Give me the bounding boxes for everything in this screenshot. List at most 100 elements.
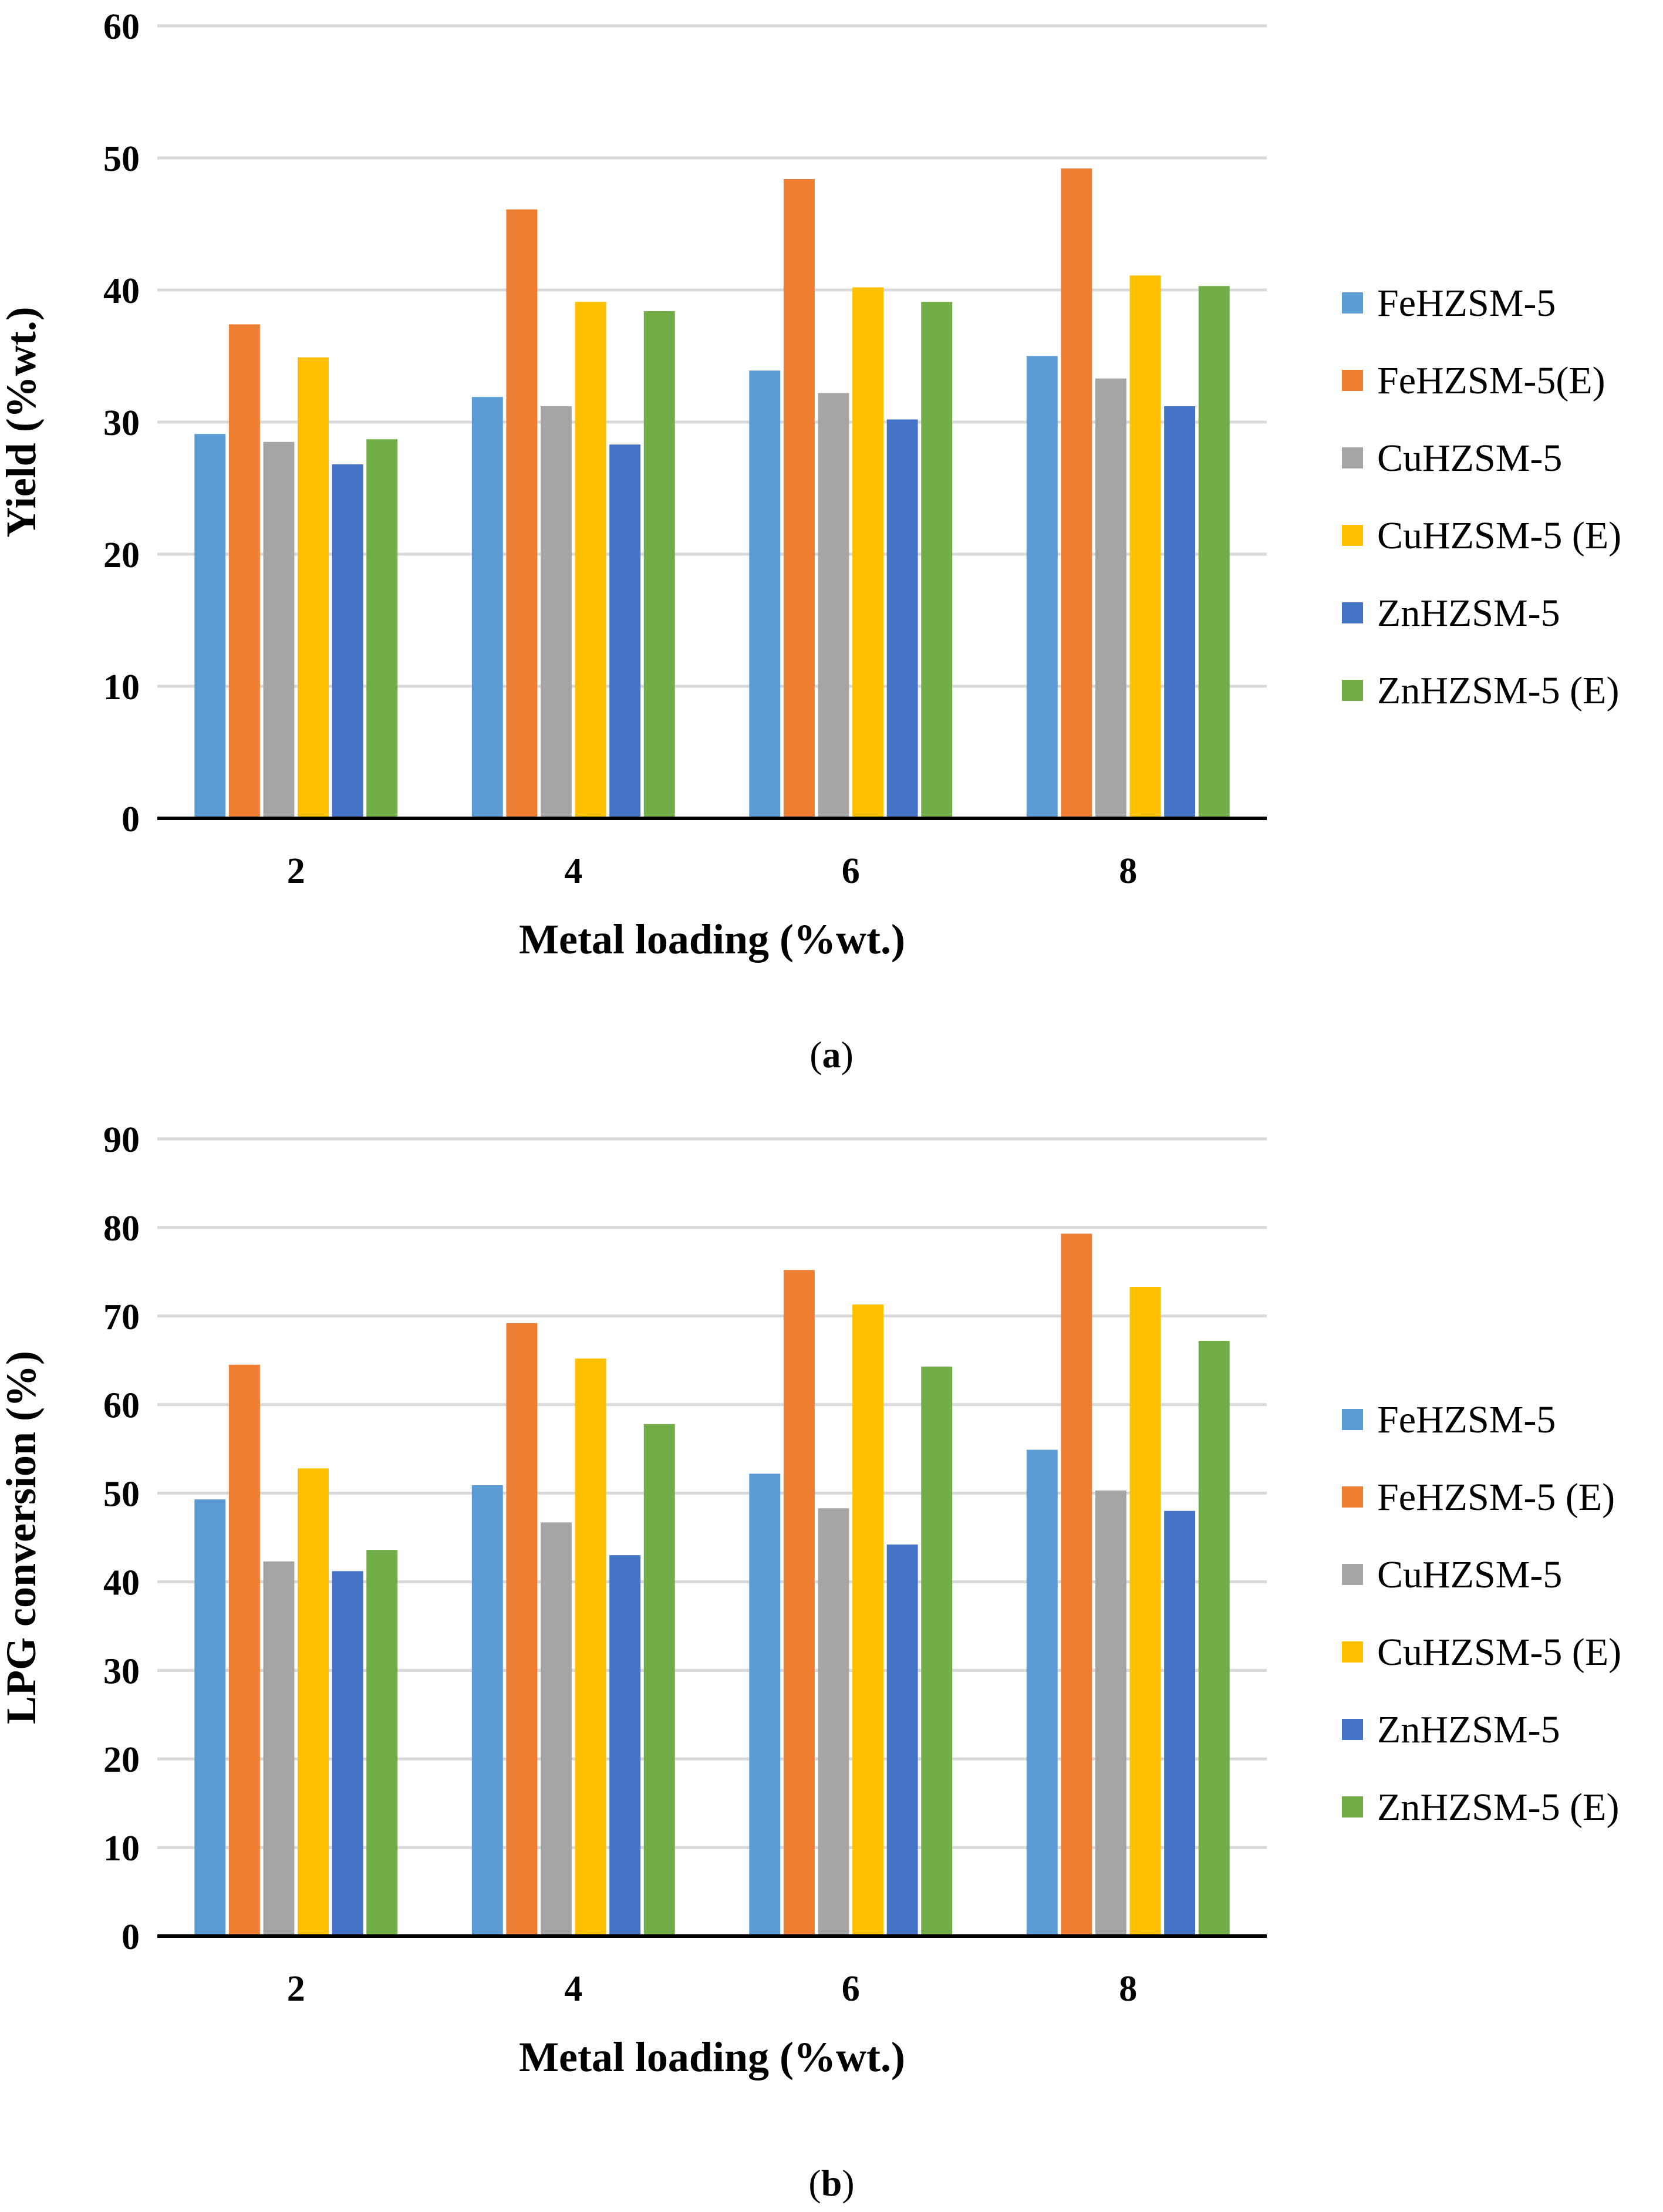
y-tick-label: 20 [103, 535, 140, 575]
y-tick-label: 40 [103, 271, 140, 311]
bar [609, 1555, 641, 1936]
bar [1061, 1233, 1092, 1936]
legend-swatch [1342, 447, 1363, 468]
bar [575, 1358, 606, 1936]
legend-swatch [1342, 370, 1363, 391]
legend-swatch [1342, 1796, 1363, 1818]
chart-panel-b: 0 10 20 30 40 50 60 70 80 90 2 4 6 8 Metal loading (%w… [0, 1106, 1663, 2212]
bar [471, 397, 503, 818]
x-tick-label: 8 [1119, 851, 1137, 891]
y-tick-label: 30 [103, 403, 140, 443]
legend-label: ZnHZSM-5 (E) [1377, 1786, 1619, 1829]
panel-label-a: a [822, 1034, 841, 1075]
y-tick-label: 50 [103, 1475, 140, 1515]
bar [575, 302, 606, 818]
bar [1095, 1491, 1126, 1936]
x-tick-label: 4 [564, 851, 582, 891]
x-axis-title: Metal loading (%wt.) [519, 916, 905, 963]
bar [298, 357, 329, 818]
bar [886, 419, 918, 818]
bar [1095, 378, 1126, 818]
legend-label: CuHZSM-5 (E) [1377, 1631, 1621, 1674]
bar [643, 311, 675, 818]
bar [643, 1424, 675, 1936]
legend-swatch [1342, 680, 1363, 701]
legend-label: FeHZSM-5 [1377, 1398, 1556, 1441]
y-tick-label: 30 [103, 1651, 140, 1691]
bar [366, 439, 398, 818]
bar [263, 441, 295, 818]
y-tick-label: 10 [103, 1829, 140, 1869]
bar [818, 1508, 849, 1936]
bar [921, 302, 953, 818]
legend-label: ZnHZSM-5 [1377, 1708, 1560, 1751]
bar [298, 1468, 329, 1936]
legend-swatch [1342, 292, 1363, 313]
legend-label: ZnHZSM-5 [1377, 592, 1560, 635]
y-tick-label: 0 [122, 800, 140, 839]
bar [1061, 168, 1092, 818]
bar [886, 1545, 918, 1936]
y-tick-label: 90 [103, 1120, 140, 1160]
lpg-conversion-bar-chart: 0 10 20 30 40 50 60 70 80 90 2 4 6 8 Metal loading (%w… [0, 1120, 1621, 2081]
y-tick-label: 80 [103, 1209, 140, 1249]
legend-label: CuHZSM-5 [1377, 437, 1562, 480]
legend-swatch [1342, 602, 1363, 623]
legend-swatch [1342, 1719, 1363, 1740]
bar [540, 406, 572, 818]
legend-label: ZnHZSM-5 (E) [1377, 669, 1619, 712]
legend-swatch [1342, 1409, 1363, 1430]
y-axis-title: Yield (%wt.) [0, 306, 45, 537]
bar [783, 1270, 815, 1936]
legend-label: FeHZSM-5 [1377, 282, 1556, 325]
legend-swatch [1342, 1564, 1363, 1585]
bar [228, 1364, 260, 1936]
legend-label: CuHZSM-5 (E) [1377, 514, 1621, 557]
legend-swatch [1342, 1641, 1363, 1663]
x-tick-label: 8 [1119, 1969, 1137, 2009]
legend-label: CuHZSM-5 [1377, 1553, 1562, 1596]
x-tick-label: 4 [564, 1969, 582, 2009]
y-tick-label: 20 [103, 1740, 140, 1780]
bar [540, 1522, 572, 1936]
legend-label: FeHZSM-5(E) [1377, 359, 1605, 402]
bar [749, 370, 781, 818]
bar [1026, 356, 1058, 818]
bar [818, 393, 849, 818]
bar [1198, 1341, 1230, 1936]
bar [506, 209, 538, 818]
x-tick-label: 6 [842, 1969, 860, 2009]
bar [332, 464, 363, 818]
y-tick-label: 10 [103, 667, 140, 707]
panel-caption-b: (b) [808, 2162, 855, 2204]
y-tick-label: 60 [103, 7, 140, 47]
legend-swatch [1342, 1486, 1363, 1508]
bar [1164, 1510, 1196, 1936]
y-tick-label: 70 [103, 1297, 140, 1337]
x-axis-title: Metal loading (%wt.) [519, 2034, 905, 2081]
bar [194, 1499, 226, 1936]
y-tick-label: 0 [122, 1917, 140, 1957]
bar [609, 444, 641, 818]
y-axis-title: LPG conversion (%) [0, 1351, 45, 1724]
legend-label: FeHZSM-5 (E) [1377, 1476, 1615, 1519]
bar [1129, 275, 1161, 818]
bar [228, 324, 260, 818]
legend-swatch [1342, 525, 1363, 546]
bar [366, 1550, 398, 1936]
bar [749, 1473, 781, 1936]
y-tick-label: 40 [103, 1563, 140, 1603]
bar [506, 1323, 538, 1936]
bar [1026, 1449, 1058, 1936]
chart-panel-a: 0 10 20 30 40 50 60 2 4 6 8 Metal loading (%wt.) Yie… [0, 7, 1621, 1075]
y-tick-label: 60 [103, 1386, 140, 1426]
x-tick-label: 6 [842, 851, 860, 891]
bar [1129, 1286, 1161, 1936]
bar [852, 1304, 884, 1936]
panel-caption-a: (a) [809, 1034, 854, 1075]
yield-bar-chart: 0 10 20 30 40 50 60 2 4 6 8 Metal loading (%wt.) Yie… [0, 7, 1621, 963]
bar [921, 1366, 953, 1936]
bar [332, 1571, 363, 1936]
x-tick-label: 2 [287, 1969, 305, 2009]
bar [852, 287, 884, 818]
